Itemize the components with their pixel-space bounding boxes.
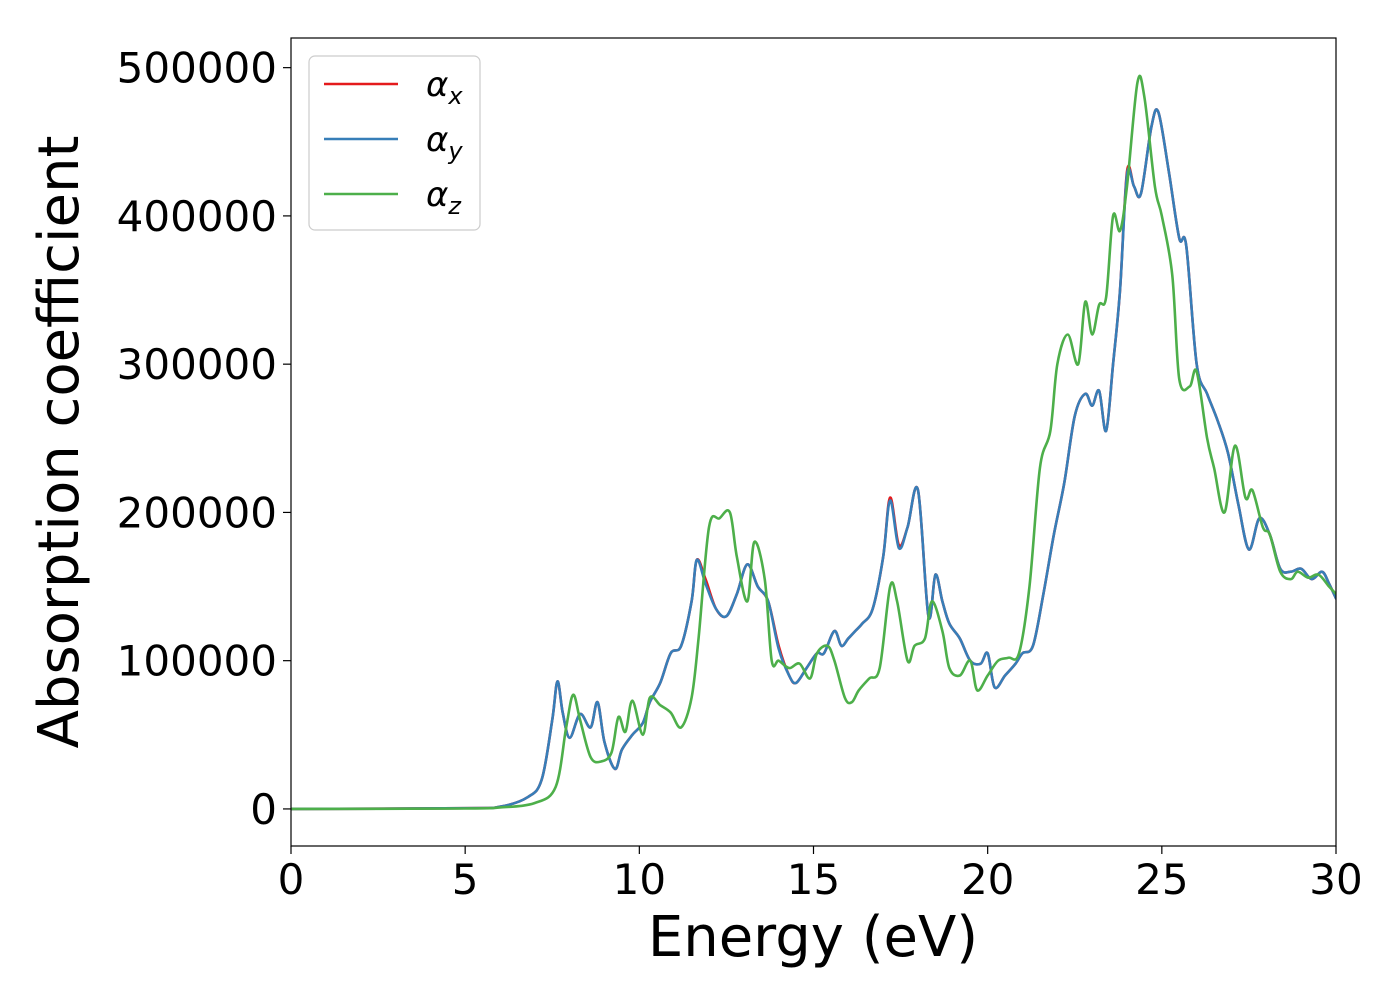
x-tick-label: 10 [613, 855, 666, 904]
y-tick-label: 200000 [117, 488, 277, 537]
series-line-3 [291, 74, 1336, 811]
legend-box [308, 55, 481, 231]
x-tick-label: 15 [787, 855, 840, 904]
x-tick-label: 5 [452, 855, 479, 904]
y-tick-label: 400000 [117, 192, 277, 241]
y-tick-label: 300000 [117, 340, 277, 389]
x-tick-label: 25 [1135, 855, 1188, 904]
x-tick-label: 30 [1309, 855, 1362, 904]
x-tick-label: 0 [278, 855, 305, 904]
y-tick-label: 100000 [117, 637, 277, 686]
y-axis-label: Absorption coefficient [27, 136, 92, 749]
x-tick-label: 20 [961, 855, 1014, 904]
y-tick-label: 0 [250, 785, 277, 834]
y-tick-label: 500000 [117, 44, 277, 93]
series-line-2 [291, 108, 1336, 811]
y-axis: 0 100000 200000 300000 400000 500000 [117, 44, 291, 834]
series-layer [291, 74, 1336, 811]
x-axis: 0 5 10 15 20 25 30 [278, 846, 1363, 904]
x-axis-label: Energy (eV) [648, 905, 978, 970]
